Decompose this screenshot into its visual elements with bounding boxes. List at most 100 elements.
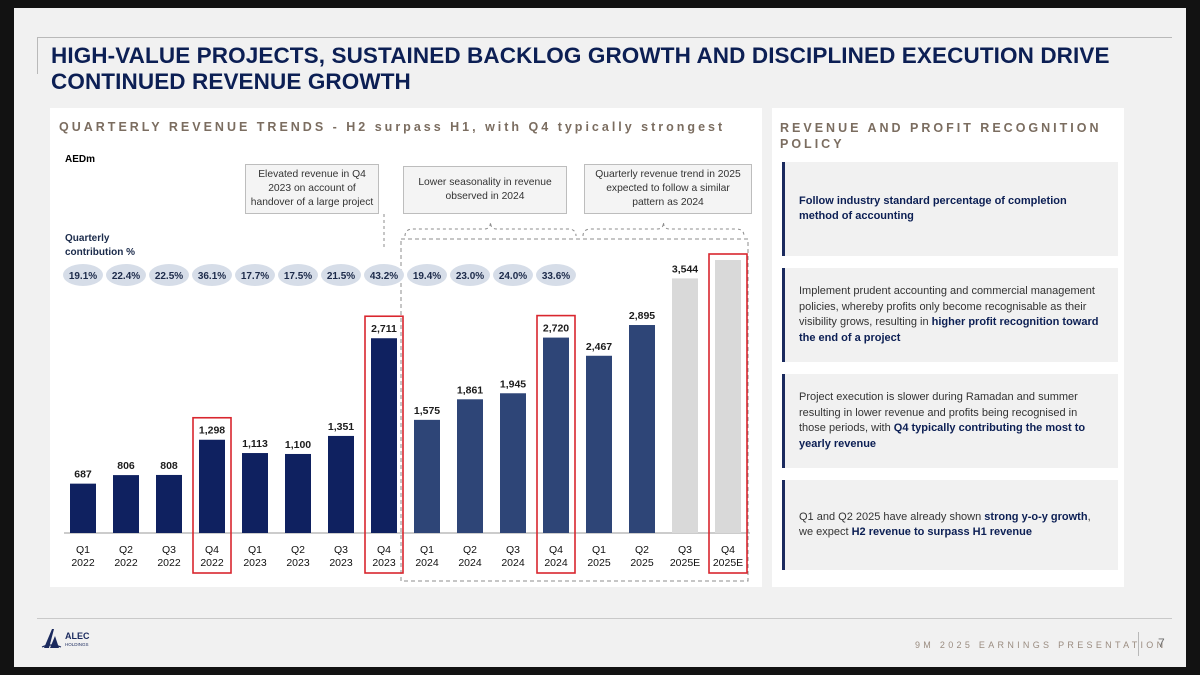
- callout-2024-seasonality: Lower seasonality in revenue observed in…: [403, 166, 567, 214]
- x-tick-year: 2023: [286, 557, 310, 569]
- policy-item-text: Q1 and Q2 2025 have already shown strong…: [799, 510, 1091, 539]
- bar-value-label: 1,945: [500, 378, 526, 390]
- bracket-2024: [404, 221, 577, 237]
- highlight-box: [192, 416, 232, 574]
- logo-subtext: HOLDINGS: [65, 642, 89, 647]
- x-tick-year: 2025E: [713, 557, 743, 569]
- policy-panel: REVENUE AND PROFIT RECOGNITION POLICY Fo…: [772, 108, 1124, 587]
- contribution-bubble: [278, 264, 318, 286]
- contribution-pct: 24.0%: [499, 271, 527, 282]
- bar-value-label: 1,100: [285, 439, 311, 451]
- bar-value-label: 687: [74, 469, 92, 481]
- contribution-pct: 19.1%: [69, 271, 97, 282]
- contribution-bubble: [321, 264, 361, 286]
- x-tick-quarter: Q3: [678, 544, 692, 556]
- bar-q2-2022: [113, 475, 139, 533]
- bar-q2-2024: [457, 399, 483, 533]
- bar-value-label: 1,351: [328, 421, 354, 433]
- x-tick-year: 2025: [587, 557, 611, 569]
- bar-q3-2025e: [672, 278, 698, 533]
- policy-item-text: Follow industry standard percentage of c…: [799, 194, 1067, 223]
- unit-label: AEDm: [65, 154, 96, 165]
- contribution-label-text: Quarterly contribution %: [65, 233, 135, 258]
- bar-q1-2024: [414, 419, 440, 533]
- contribution-pct: 22.4%: [112, 271, 140, 282]
- x-tick-quarter: Q2: [119, 544, 133, 556]
- x-tick-year: 2023: [372, 557, 396, 569]
- contribution-pct: 17.7%: [241, 271, 269, 282]
- x-tick-quarter: Q3: [506, 544, 520, 556]
- bar-q4-2024: [543, 337, 569, 533]
- bar-q3-2022: [156, 474, 182, 533]
- x-tick-year: 2025: [630, 557, 654, 569]
- contribution-bubble: [235, 264, 275, 286]
- bar-q3-2024: [500, 393, 526, 533]
- x-tick-year: 2023: [329, 557, 353, 569]
- contribution-pct: 19.4%: [413, 271, 441, 282]
- logo-text: ALEC: [65, 631, 90, 641]
- x-tick-quarter: Q3: [334, 544, 348, 556]
- bar-value-label: 2,720: [543, 323, 569, 335]
- chart-panel-title: QUARTERLY REVENUE TRENDS - H2 surpass H1…: [59, 120, 726, 134]
- x-tick-year: 2022: [71, 557, 95, 569]
- callout-q4-2023: Elevated revenue in Q4 2023 on account o…: [245, 164, 379, 214]
- bar-q1-2025: [586, 355, 612, 533]
- x-tick-quarter: Q1: [592, 544, 606, 556]
- corner-rule-horizontal: [37, 37, 1172, 38]
- contribution-pct: 33.6%: [542, 271, 570, 282]
- contribution-pct: 22.5%: [155, 271, 183, 282]
- x-tick-quarter: Q4: [721, 544, 735, 556]
- policy-item: Implement prudent accounting and commerc…: [782, 268, 1118, 362]
- contribution-pct: 36.1%: [198, 271, 226, 282]
- bracket-2025: [582, 221, 745, 237]
- highlight-box: [536, 314, 576, 574]
- page-title: HIGH-VALUE PROJECTS, SUSTAINED BACKLOG G…: [51, 43, 1110, 94]
- contribution-pct: 43.2%: [370, 271, 398, 282]
- policy-item: Follow industry standard percentage of c…: [782, 162, 1118, 256]
- x-tick-quarter: Q1: [76, 544, 90, 556]
- bar-q4-2022: [199, 439, 225, 533]
- bar-value-label: 3,544: [672, 263, 698, 275]
- bar-value-label: 1,113: [242, 438, 268, 450]
- x-tick-quarter: Q2: [635, 544, 649, 556]
- policy-item-text: Implement prudent accounting and commerc…: [799, 285, 1099, 344]
- contribution-bubble: [493, 264, 533, 286]
- bar-q4-2023: [371, 338, 397, 533]
- x-tick-quarter: Q4: [205, 544, 219, 556]
- policy-item: Project execution is slower during Ramad…: [782, 374, 1118, 468]
- revenue-chart-panel: QUARTERLY REVENUE TRENDS - H2 surpass H1…: [50, 108, 762, 587]
- bar-value-label: 808: [160, 460, 178, 472]
- x-tick-year: 2024: [544, 557, 568, 569]
- corner-rule-vertical: [37, 37, 38, 74]
- footer-rule: [37, 618, 1172, 619]
- contribution-bubble: [192, 264, 232, 286]
- highlight-box: [364, 315, 404, 574]
- dashed-period-box: [400, 238, 749, 582]
- bar-q1-2023: [242, 453, 268, 533]
- x-tick-quarter: Q1: [248, 544, 262, 556]
- bar-q2-2023: [285, 453, 311, 533]
- x-tick-year: 2024: [415, 557, 439, 569]
- callout-2025-trend: Quarterly revenue trend in 2025 expected…: [584, 164, 752, 214]
- bar-q2-2025: [629, 325, 655, 533]
- footer-separator: [1138, 632, 1139, 656]
- x-tick-year: 2022: [157, 557, 181, 569]
- contribution-bubble: [63, 264, 103, 286]
- bar-q1-2022: [70, 483, 96, 533]
- x-tick-quarter: Q4: [549, 544, 563, 556]
- bar-value-label: 1,575: [414, 405, 440, 417]
- x-tick-quarter: Q2: [463, 544, 477, 556]
- page-number: 7: [1158, 636, 1165, 650]
- bar-value-label: 1,861: [457, 384, 483, 396]
- x-tick-year: 2024: [501, 557, 525, 569]
- contribution-pct: 23.0%: [456, 271, 484, 282]
- contribution-pct: 21.5%: [327, 271, 355, 282]
- policy-item: Q1 and Q2 2025 have already shown strong…: [782, 480, 1118, 570]
- x-tick-year: 2022: [114, 557, 138, 569]
- highlight-box: [708, 253, 748, 574]
- x-tick-year: 2025E: [670, 557, 700, 569]
- presentation-name: 9M 2025 EARNINGS PRESENTATION: [915, 640, 1167, 650]
- bar-value-label: 1,298: [199, 425, 225, 437]
- bar-value-label: 2,467: [586, 341, 612, 353]
- x-tick-year: 2024: [458, 557, 482, 569]
